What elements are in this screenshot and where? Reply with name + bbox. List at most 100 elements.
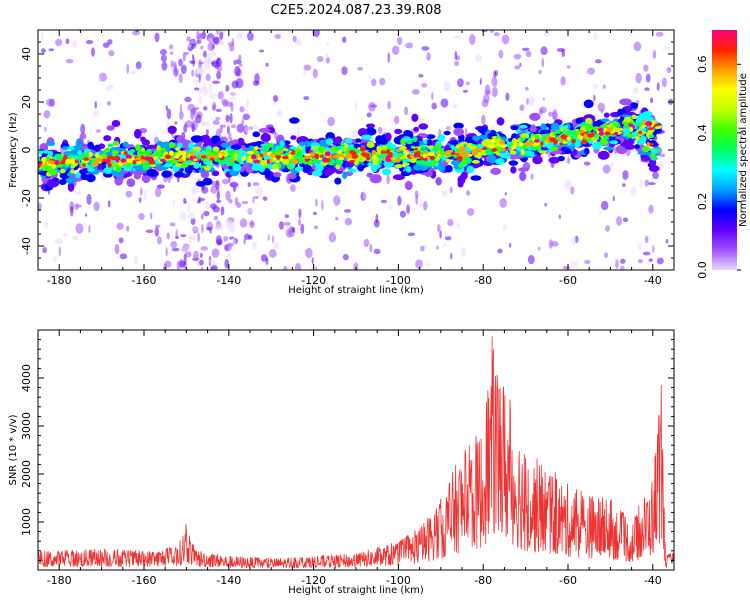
heatmap-cell — [571, 139, 576, 144]
heatmap-cell — [59, 169, 66, 174]
heatmap-speckle — [187, 103, 196, 112]
heatmap-speckle — [228, 132, 232, 141]
heatmap-cell — [313, 159, 320, 163]
heatmap-cell — [223, 168, 231, 173]
heatmap-speckle — [415, 259, 423, 269]
heatmap-cell — [211, 170, 220, 177]
heatmap-speckle — [497, 248, 503, 254]
heatmap-speckle — [180, 64, 187, 74]
figure-title: C2E5.2024.087.23.39.R08 — [270, 3, 441, 18]
heatmap-cell — [490, 167, 502, 175]
heatmap-speckle — [447, 218, 454, 227]
heatmap-cell — [70, 169, 75, 174]
heatmap-speckle — [583, 161, 591, 166]
heatmap-cell — [619, 98, 632, 106]
heatmap-cell — [175, 163, 183, 168]
heatmap-cell — [293, 148, 302, 154]
heatmap-cell — [335, 164, 341, 170]
heatmap-cell — [168, 150, 175, 156]
heatmap-speckle — [225, 253, 232, 260]
heatmap-speckle — [180, 103, 183, 114]
heatmap-speckle — [564, 179, 573, 190]
heatmap-cell — [531, 136, 536, 141]
heatmap-cell — [562, 141, 568, 144]
heatmap-cell — [319, 154, 324, 158]
heatmap-cell — [444, 165, 453, 173]
heatmap-speckle — [135, 61, 142, 70]
heatmap-speckle — [305, 247, 313, 259]
heatmap-cell — [361, 152, 367, 157]
heatmap-cell — [394, 128, 403, 135]
heatmap-cell — [258, 127, 271, 133]
heatmap-cell — [281, 155, 289, 160]
heatmap-speckle — [203, 106, 208, 111]
heatmap-cell — [532, 143, 538, 147]
heatmap-cell — [371, 162, 381, 170]
heatmap-cell — [529, 112, 541, 121]
heatmap-speckle — [200, 45, 204, 50]
heatmap-cell — [426, 139, 433, 147]
heatmap-cell — [303, 156, 310, 160]
heatmap-cell — [462, 153, 470, 157]
heatmap-cell — [609, 140, 619, 145]
heatmap-cell — [634, 115, 645, 120]
heatmap-cell — [145, 149, 153, 153]
heatmap-cell — [298, 141, 306, 147]
heatmap-cell — [275, 155, 282, 159]
heatmap-cell — [269, 158, 273, 162]
heatmap-speckle — [312, 30, 320, 38]
heatmap-cell — [218, 152, 223, 158]
heatmap-cell — [575, 117, 584, 125]
heatmap-speckle — [273, 95, 279, 103]
heatmap-cell — [642, 110, 653, 117]
snr-y-tick-label: 2000 — [20, 460, 33, 488]
heatmap-speckle — [422, 200, 428, 211]
heatmap-speckle — [649, 97, 654, 104]
heatmap-speckle — [172, 199, 175, 207]
heatmap-speckle — [445, 126, 451, 130]
heatmap-cell — [168, 142, 176, 149]
heatmap-cell — [510, 166, 517, 174]
heatmap-speckle — [469, 34, 476, 46]
heatmap-cell — [308, 152, 316, 157]
heatmap-speckle — [570, 186, 575, 195]
heatmap-cell — [260, 132, 271, 143]
heatmap-cell — [586, 133, 593, 138]
heatmap-cell — [615, 144, 628, 155]
heatmap-cell — [133, 128, 142, 139]
heatmap-cell — [597, 127, 604, 133]
heatmap-speckle — [246, 208, 254, 214]
heatmap-cell — [140, 155, 145, 159]
heatmap-speckle — [633, 41, 642, 52]
heatmap-speckle — [154, 224, 161, 228]
heatmap-speckle — [397, 36, 403, 46]
heatmap-cell — [199, 134, 211, 144]
heatmap-cell — [403, 149, 410, 155]
heatmap-speckle — [652, 244, 655, 253]
heatmap-cell — [443, 130, 451, 136]
heatmap-speckle — [169, 44, 173, 50]
heatmap-cell — [281, 148, 289, 152]
heatmap-cell — [580, 140, 588, 144]
heatmap-cell — [436, 151, 440, 155]
heatmap-speckle — [647, 182, 656, 186]
heatmap-speckle — [509, 242, 512, 248]
heatmap-cell — [499, 144, 507, 148]
heatmap-speckle — [449, 186, 453, 194]
heatmap-cell — [311, 146, 321, 150]
heatmap-speckle — [225, 190, 231, 201]
heatmap-speckle — [204, 59, 210, 70]
colorbar-tick-label: 0.6 — [696, 56, 709, 74]
heatmap-cell — [637, 130, 643, 135]
heatmap-speckle — [193, 79, 200, 84]
heatmap-cell — [120, 158, 127, 163]
heatmap-speckle — [421, 46, 430, 51]
heatmap-cell — [287, 172, 297, 180]
heatmap-cell — [603, 112, 610, 118]
heatmap-cell — [619, 116, 625, 122]
heatmap-speckle — [457, 78, 464, 88]
spectrogram-y-tick-label: 0 — [20, 147, 33, 154]
heatmap-cell — [294, 153, 301, 158]
heatmap-speckle — [43, 110, 51, 119]
heatmap-speckle — [371, 78, 377, 87]
